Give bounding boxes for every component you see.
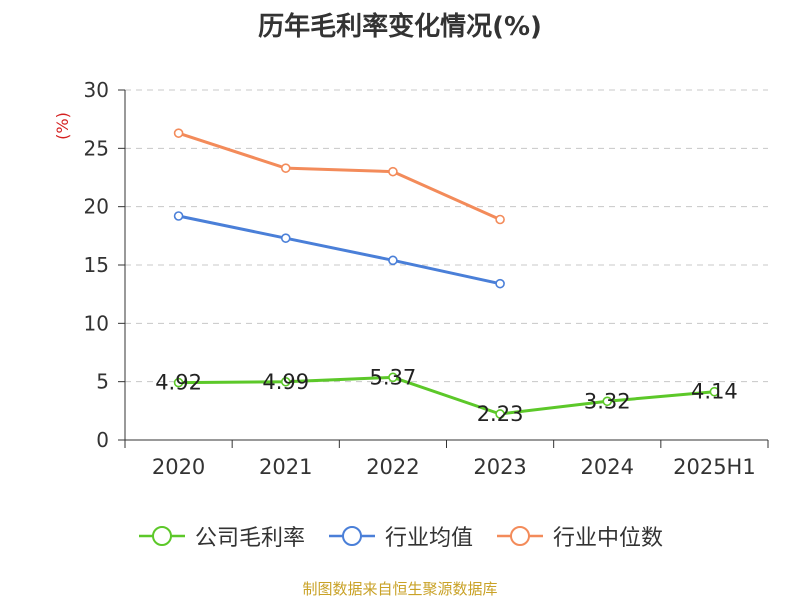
legend-label: 公司毛利率 <box>194 526 305 551</box>
x-tick-label: 2020 <box>152 455 205 479</box>
y-tick-label: 30 <box>84 78 109 102</box>
axes: 0 5 10 15 20 25 30 (%) 2020 2021 2022 2023 2024 2025H… <box>53 78 769 479</box>
legend-item[interactable]: 行业均值 <box>327 520 473 552</box>
series-line-0 <box>178 375 715 416</box>
data-point <box>495 214 505 225</box>
x-tick-label: 2021 <box>259 455 312 479</box>
data-point <box>280 376 291 387</box>
series-lines <box>173 128 720 419</box>
data-point <box>495 278 505 289</box>
data-label: 4.14 <box>691 380 738 404</box>
y-tick-label: 25 <box>84 136 109 160</box>
y-axis-label: (%) <box>53 112 72 140</box>
legend-label: 行业中位数 <box>553 526 664 551</box>
series-line-1 <box>178 214 501 286</box>
x-tick-label: 2025H1 <box>673 455 756 479</box>
legend: 公司毛利率 行业均值 行业中位数 <box>0 520 800 552</box>
data-label: 4.99 <box>262 370 309 394</box>
data-label: 3.32 <box>584 389 631 413</box>
legend-item[interactable]: 行业中位数 <box>495 520 663 552</box>
y-tick-label: 0 <box>96 428 109 452</box>
legend-swatch <box>328 526 375 546</box>
legend-swatch <box>497 526 543 546</box>
data-point <box>709 386 720 397</box>
series-line-2 <box>178 131 501 221</box>
data-point <box>173 211 184 221</box>
data-point <box>495 409 505 419</box>
y-tick-label: 5 <box>96 370 109 394</box>
x-tick-label: 2022 <box>366 455 419 479</box>
data-point <box>602 396 613 407</box>
y-tick-label: 10 <box>84 311 109 335</box>
data-label: 4.92 <box>155 371 202 395</box>
legend-label: 行业均值 <box>384 526 473 551</box>
data-point <box>388 372 398 383</box>
data-point <box>388 166 398 177</box>
data-point <box>280 233 291 243</box>
data-labels: 4.92 4.99 5.37 2.23 3.32 4.14 <box>155 365 738 426</box>
grid-lines <box>125 89 768 383</box>
y-tick-label: 15 <box>84 253 109 277</box>
source-note: 制图数据来自恒生聚源数据库 <box>302 580 498 598</box>
data-label: 5.37 <box>370 365 417 389</box>
data-point <box>280 163 291 173</box>
legend-swatch <box>138 526 185 546</box>
data-label: 2.23 <box>477 402 524 426</box>
data-point <box>388 255 398 266</box>
data-point <box>173 128 184 138</box>
legend-item[interactable]: 公司毛利率 <box>137 520 305 552</box>
x-tick-label: 2024 <box>581 455 634 479</box>
chart-title: 历年毛利率变化情况(%) <box>258 12 542 42</box>
data-point <box>173 377 184 388</box>
x-tick-label: 2023 <box>473 455 526 479</box>
y-tick-label: 20 <box>84 195 109 219</box>
